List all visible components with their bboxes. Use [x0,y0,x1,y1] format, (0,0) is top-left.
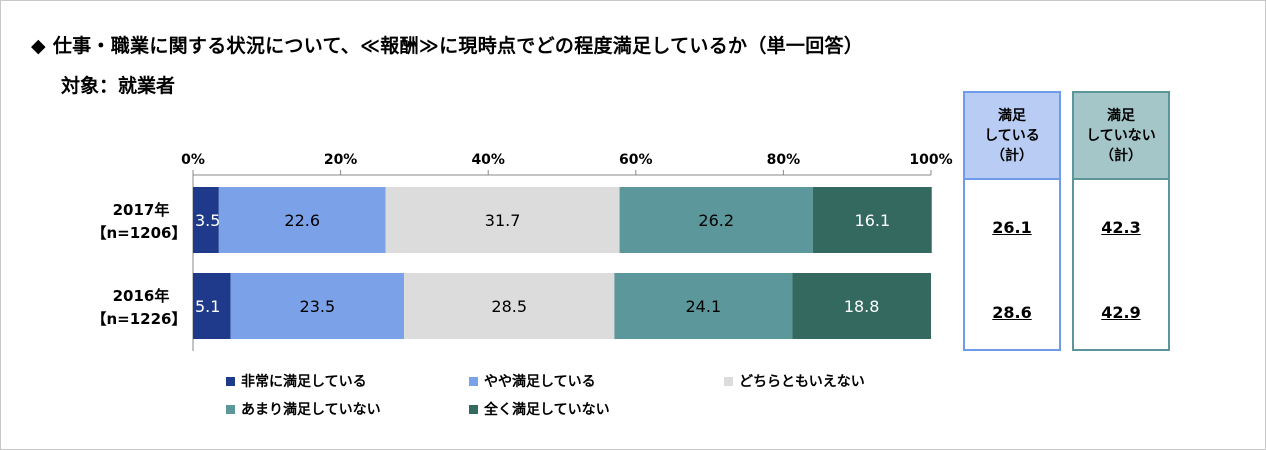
satisfied-total-header: 満足 している （計） [965,93,1059,180]
legend-label: 非常に満足している [241,374,367,390]
legend-swatch [469,404,478,414]
bar-segment [218,187,386,253]
bar-segment [812,187,932,253]
bar-segment [404,273,615,339]
legend-item-neutral: どちらともいえない [724,371,865,391]
satisfied-total-2016: 28.6 [992,303,1032,322]
satisfied-total-2017: 26.1 [992,218,1032,237]
legend-label: どちらともいえない [739,374,865,390]
stacked-bar-chart: 0% 20% 40% 60% 80% 100% 3.5 22.6 31.7 26.2 16.1 201… [92,152,953,351]
legend-swatch [226,404,235,414]
x-tick-label: 20% [324,152,358,168]
bar-segment [792,273,931,339]
legend-swatch [469,376,478,386]
legend-swatch [724,376,733,386]
dissatisfied-total-box: 満足 していない （計） 42.3 42.9 [1072,91,1170,351]
x-tick-label: 60% [619,152,653,168]
legend-item-very-dissatisfied: 全く満足していない [469,399,610,419]
category-n-label: 【n=1226】 [92,310,187,328]
bar-segment [193,187,219,253]
data-label: 26.2 [698,211,734,230]
data-label: 31.7 [485,211,521,230]
category-year-label: 2016年 [113,287,170,305]
bar-segment [385,187,620,253]
data-label: 3.5 [195,211,220,230]
data-label: 22.6 [284,211,320,230]
bar-segment [230,273,405,339]
dissatisfied-total-2016: 42.9 [1101,303,1141,322]
satisfied-total-box: 満足 している （計） 26.1 28.6 [963,91,1061,351]
legend-label: 全く満足していない [484,402,610,418]
legend-label: あまり満足していない [241,402,381,418]
legend-label: やや満足している [484,374,596,390]
bar-segment [614,273,793,339]
chart-subtitle: 対象：就業者 [61,75,176,97]
bar-segment [619,187,813,253]
legend-item-very-satisfied: 非常に満足している [226,371,367,391]
legend-item-somewhat-dissatisfied: あまり満足していない [226,399,381,419]
x-tick-label: 40% [471,152,505,168]
data-label: 28.5 [491,297,527,316]
data-label: 24.1 [686,297,722,316]
x-tick-label: 0% [181,152,205,168]
dissatisfied-total-2017: 42.3 [1101,218,1141,237]
chart-title: ◆ 仕事・職業に関する状況について、≪報酬≫に現時点でどの程度満足しているか（単… [31,35,864,57]
legend-swatch [226,376,235,386]
category-n-label: 【n=1206】 [92,224,187,242]
data-label: 16.1 [855,211,891,230]
x-tick-label: 100% [909,152,952,168]
data-label: 5.1 [195,297,220,316]
dissatisfied-total-header: 満足 していない （計） [1074,93,1168,180]
data-label: 23.5 [300,297,336,316]
bar-segment [193,273,231,339]
legend-item-somewhat-satisfied: やや満足している [469,371,596,391]
x-tick-label: 80% [767,152,801,168]
category-year-label: 2017年 [113,201,170,219]
data-label: 18.8 [844,297,880,316]
